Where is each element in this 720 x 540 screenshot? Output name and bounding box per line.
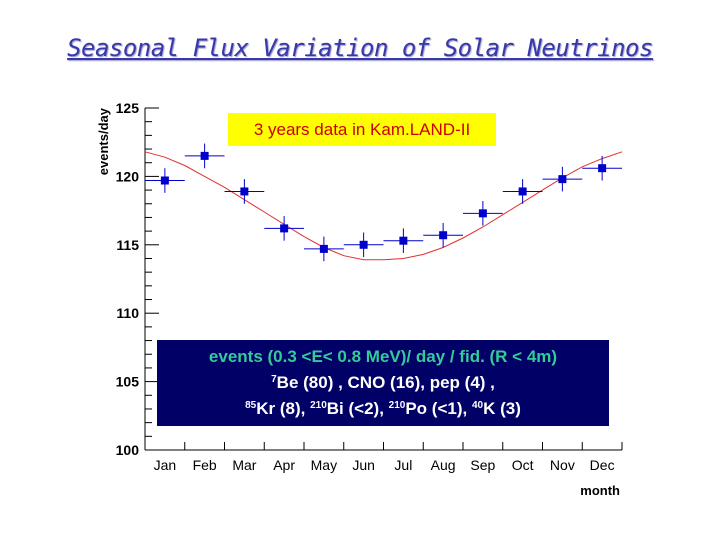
- info-line-3-text-0: Kr (8),: [256, 399, 311, 418]
- y-tick-label: 105: [116, 374, 140, 390]
- x-tick-label: May: [311, 457, 337, 473]
- info-line-3-sup-2: 210: [388, 400, 406, 411]
- x-tick-label: Feb: [193, 457, 217, 473]
- info-line-2-sup-0: 7: [271, 374, 277, 385]
- x-tick-label: Jul: [394, 457, 412, 473]
- data-point: [582, 155, 622, 181]
- data-point: [184, 143, 225, 169]
- info-line-3-sup-3: 40: [471, 400, 484, 411]
- data-marker: [399, 236, 408, 245]
- info-line-3-text-3: K (3): [483, 399, 521, 418]
- slide-title: Seasonal Flux Variation of Solar Neutrin…: [67, 34, 653, 62]
- x-tick-label: Mar: [232, 457, 256, 473]
- y-tick-label: 110: [116, 305, 139, 321]
- info-line-3-sup-0: 85: [245, 400, 257, 411]
- data-marker: [359, 240, 368, 249]
- event-selection-info-box: events (0.3 <E< 0.8 MeV)/ day / fid. (R …: [157, 340, 609, 426]
- data-marker: [478, 209, 487, 218]
- x-tick-label: Oct: [512, 457, 534, 473]
- data-marker: [518, 187, 527, 196]
- info-line-3-text-1: Bi (<2),: [326, 399, 389, 418]
- data-point: [304, 236, 344, 262]
- x-tick-label: Jan: [154, 457, 177, 473]
- data-point: [224, 179, 265, 204]
- data-marker: [598, 164, 607, 173]
- data-point: [145, 168, 185, 193]
- info-line-3: 85Kr (8), 210Bi (<2), 210Po (<1), 40K (3…: [157, 396, 609, 422]
- data-period-annotation: 3 years data in Kam.LAND-II: [228, 113, 496, 146]
- info-line-2-text-0: Be (80) , CNO (16), pep (4) ,: [276, 373, 495, 392]
- data-point: [502, 179, 543, 204]
- x-tick-label: Sep: [470, 457, 495, 473]
- x-tick-label: Apr: [273, 457, 295, 473]
- y-tick-label: 120: [116, 168, 140, 184]
- data-marker: [280, 224, 289, 233]
- y-tick-label: 125: [116, 100, 140, 116]
- info-line-3-text-2: Po (<1),: [405, 399, 472, 418]
- x-tick-label: Aug: [431, 457, 456, 473]
- x-axis-label: month: [580, 483, 620, 498]
- data-point: [423, 222, 463, 248]
- x-tick-label: Nov: [550, 457, 575, 473]
- x-tick-label: Dec: [590, 457, 615, 473]
- data-point: [542, 166, 583, 192]
- y-tick-label: 100: [116, 442, 140, 458]
- info-line-3-sup-1: 210: [310, 400, 327, 411]
- info-line-2: 7Be (80) , CNO (16), pep (4) ,: [157, 370, 609, 396]
- data-point: [463, 201, 503, 226]
- data-marker: [160, 176, 169, 185]
- data-marker: [319, 244, 328, 253]
- y-axis-label: events/day: [96, 107, 111, 175]
- info-line-1: events (0.3 <E< 0.8 MeV)/ day / fid. (R …: [208, 347, 558, 366]
- fit-curve-series: [144, 151, 623, 261]
- data-period-annotation-text: 3 years data in Kam.LAND-II: [253, 119, 471, 139]
- data-point: [383, 228, 424, 254]
- data-marker: [558, 175, 567, 184]
- data-marker: [200, 151, 209, 160]
- x-tick-label: Jun: [352, 457, 375, 473]
- data-point: [343, 232, 384, 258]
- data-point: [264, 216, 304, 241]
- data-marker: [439, 231, 448, 240]
- y-tick-label: 115: [116, 237, 139, 253]
- data-marker: [240, 187, 249, 196]
